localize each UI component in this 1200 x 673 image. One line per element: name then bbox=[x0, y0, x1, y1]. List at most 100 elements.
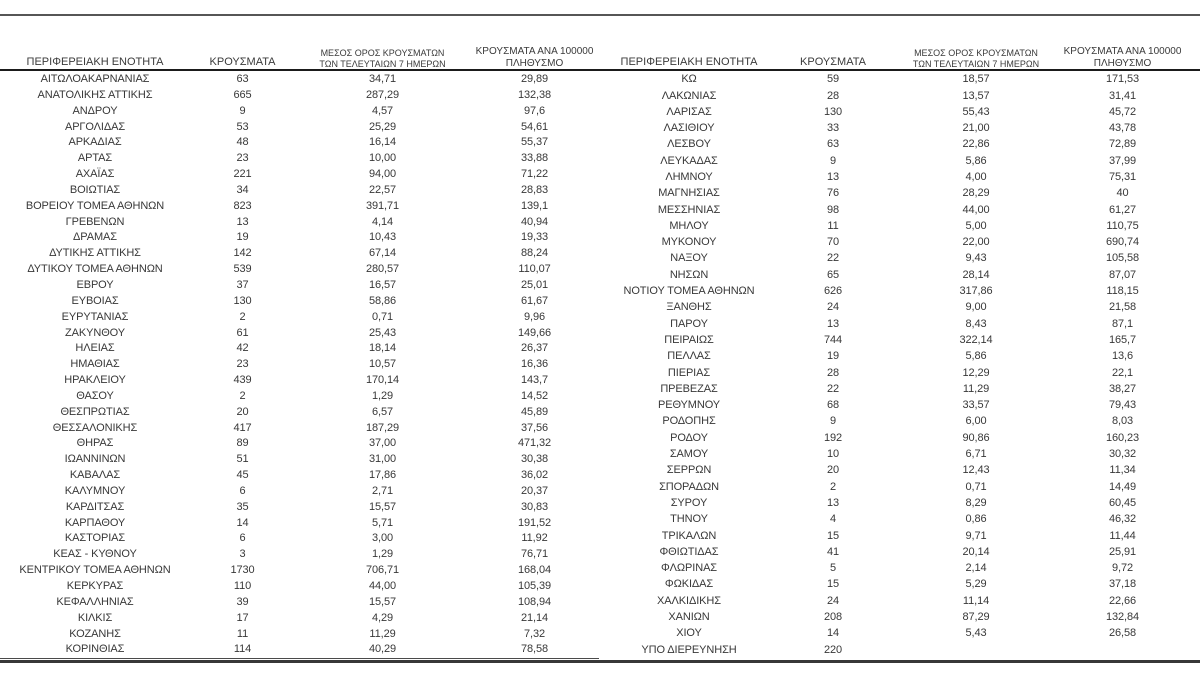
avg-7day-cell: 8,29 bbox=[965, 496, 987, 509]
table-row: ΚΑΡΠΑΘΟΥ 14 5,71 191,52 bbox=[0, 516, 599, 532]
avg-7day-cell: 3,00 bbox=[371, 532, 393, 545]
avg-7day-cell: 34,71 bbox=[368, 73, 397, 85]
cases-cell: 35 bbox=[236, 500, 249, 513]
avg-7day-cell: 5,00 bbox=[965, 219, 987, 232]
region-name-cell: ΑΧΑΪΑΣ bbox=[75, 168, 115, 181]
table-row: ΜΥΚΟΝΟΥ 70 22,00 690,74 bbox=[604, 235, 1185, 251]
regional-cases-table-right: ΠΕΡΙΦΕΡΕΙΑΚΗ ΕΝΟΤΗΤΑ ΚΡΟΥΣΜΑΤΑ ΜΕΣΟΣ ΟΡΟ… bbox=[604, 16, 1185, 659]
cases-per-100k-cell: 26,37 bbox=[520, 342, 549, 355]
table-row: ΑΡΓΟΛΙΔΑΣ 53 25,29 54,61 bbox=[0, 120, 599, 136]
avg-7day-cell: 12,29 bbox=[962, 366, 990, 379]
cases-cell: 17 bbox=[236, 611, 249, 624]
region-name-cell: ΙΩΑΝΝΙΝΩΝ bbox=[64, 453, 126, 466]
avg-7day-cell: 20,14 bbox=[962, 545, 990, 558]
table-row: ΝΗΣΩΝ 65 28,14 87,07 bbox=[604, 268, 1185, 284]
cases-cell: 5 bbox=[829, 562, 837, 575]
cases-per-100k-cell: 72,89 bbox=[1108, 138, 1137, 151]
cases-cell: 6 bbox=[239, 532, 246, 545]
column-header-regional-unit: ΠΕΡΙΦΕΡΕΙΑΚΗ ΕΝΟΤΗΤΑ bbox=[620, 56, 758, 69]
region-name-cell: ΦΩΚΙΔΑΣ bbox=[664, 578, 714, 591]
table-row: ΒΟΡΕΙΟΥ ΤΟΜΕΑ ΑΘΗΝΩΝ 823 391,71 139,1 bbox=[0, 199, 599, 215]
avg-7day-cell: 16,14 bbox=[368, 136, 397, 149]
cases-cell: 439 bbox=[233, 374, 252, 387]
cases-cell: 61 bbox=[236, 326, 249, 339]
column-header-avg-7day: ΜΕΣΟΣ ΟΡΟΣ ΚΡΟΥΣΜΑΤΩΝ ΤΩΝ ΤΕΛΕΥΤΑΙΩΝ 7 Η… bbox=[912, 48, 1040, 69]
table-row: ΕΥΡΥΤΑΝΙΑΣ 2 0,71 9,96 bbox=[0, 310, 599, 326]
avg-7day-cell: 10,43 bbox=[368, 231, 397, 244]
region-name-cell: ΘΕΣΣΑΛΟΝΙΚΗΣ bbox=[52, 421, 138, 434]
column-header-cases-per-100k: ΚΡΟΥΣΜΑΤΑ ΑΝΑ 100000 ΠΛΗΘΥΣΜΟ bbox=[1063, 46, 1182, 69]
avg-7day-cell: 0,71 bbox=[965, 480, 987, 493]
avg-7day-cell: 2,14 bbox=[965, 562, 987, 575]
avg-7day-cell: 0,86 bbox=[965, 513, 987, 526]
table-row: ΣΑΜΟΥ 10 6,71 30,32 bbox=[604, 447, 1185, 463]
avg-7day-cell: 5,86 bbox=[965, 350, 987, 363]
avg-7day-cell: 4,00 bbox=[965, 171, 987, 183]
cases-per-100k-cell: 40 bbox=[1116, 187, 1129, 200]
cases-cell: 19 bbox=[236, 231, 249, 244]
region-name-cell: ΖΑΚΥΝΘΟΥ bbox=[65, 326, 125, 339]
cases-cell: 13 bbox=[236, 215, 249, 228]
cases-cell: 4 bbox=[829, 513, 837, 526]
region-name-cell: ΗΛΕΙΑΣ bbox=[75, 342, 115, 355]
cases-cell: 744 bbox=[823, 333, 843, 346]
cases-per-100k-cell: 191,52 bbox=[517, 516, 552, 529]
cases-per-100k-cell: 21,58 bbox=[1108, 301, 1137, 314]
cases-per-100k-cell: 165,7 bbox=[1108, 333, 1137, 346]
region-name-cell: ΚΑΡΠΑΘΟΥ bbox=[64, 516, 126, 529]
cases-cell: 20 bbox=[236, 405, 249, 418]
cases-per-100k-cell: 110,07 bbox=[518, 263, 551, 276]
cases-per-100k-cell: 143,7 bbox=[520, 374, 549, 387]
avg-7day-cell: 4,29 bbox=[371, 611, 393, 624]
avg-7day-cell: 0,71 bbox=[371, 310, 393, 323]
avg-7day-cell: 44,00 bbox=[962, 203, 990, 216]
table-row: ΞΑΝΘΗΣ 24 9,00 21,58 bbox=[604, 300, 1185, 316]
cases-cell: 37 bbox=[236, 278, 249, 291]
cases-cell: 208 bbox=[823, 611, 843, 624]
cases-cell: 2 bbox=[829, 480, 837, 493]
region-name-cell: ΚΕΦΑΛΛΗΝΙΑΣ bbox=[56, 595, 134, 608]
region-name-cell: ΛΗΜΝΟΥ bbox=[665, 171, 713, 183]
cases-cell: 28 bbox=[826, 366, 840, 379]
bottom-divider-rule bbox=[0, 660, 1200, 663]
cases-per-100k-cell: 20,37 bbox=[520, 484, 549, 497]
region-name-cell: ΛΑΣΙΘΙΟΥ bbox=[663, 122, 715, 135]
avg-7day-cell: 15,57 bbox=[368, 500, 397, 513]
avg-7day-cell bbox=[892, 642, 1060, 659]
region-name-cell: ΠΙΕΡΙΑΣ bbox=[667, 366, 711, 379]
table-row: ΚΟΡΙΝΘΙΑΣ 114 40,29 78,58 bbox=[0, 642, 599, 660]
region-name-cell: ΑΙΤΩΛΟΑΚΑΡΝΑΝΙΑΣ bbox=[40, 73, 150, 85]
region-name-cell: ΜΥΚΟΝΟΥ bbox=[661, 236, 717, 249]
avg-7day-cell: 287,29 bbox=[365, 88, 400, 101]
cases-per-100k-cell: 171,53 bbox=[1105, 73, 1140, 86]
region-name-cell: ΣΕΡΡΩΝ bbox=[666, 464, 712, 477]
region-name-cell: ΒΟΡΕΙΟΥ ΤΟΜΕΑ ΑΘΗΝΩΝ bbox=[25, 199, 165, 212]
cases-cell: 417 bbox=[233, 421, 252, 434]
table-row: ΝΑΞΟΥ 22 9,43 105,58 bbox=[604, 251, 1185, 267]
cases-per-100k-cell: 36,02 bbox=[520, 469, 549, 482]
cases-per-100k-cell: 168,04 bbox=[517, 564, 552, 577]
table-row: ΣΕΡΡΩΝ 20 12,43 11,34 bbox=[604, 463, 1185, 479]
avg-7day-cell: 25,43 bbox=[368, 326, 397, 339]
cases-cell: 41 bbox=[826, 545, 840, 558]
table-row: ΡΕΘΥΜΝΟΥ 68 33,57 79,43 bbox=[604, 398, 1185, 414]
region-name-cell: ΚΑΡΔΙΤΣΑΣ bbox=[65, 500, 125, 513]
table-row: ΕΒΡΟΥ 37 16,57 25,01 bbox=[0, 278, 599, 294]
table-row: ΠΡΕΒΕΖΑΣ 22 11,29 38,27 bbox=[604, 382, 1185, 398]
cases-cell: 15 bbox=[826, 529, 840, 542]
cases-cell: 42 bbox=[236, 342, 249, 355]
cases-cell: 130 bbox=[233, 294, 252, 307]
cases-per-100k-cell: 19,33 bbox=[520, 231, 549, 244]
table-row: ΚΟΖΑΝΗΣ 11 11,29 7,32 bbox=[0, 627, 599, 643]
region-name-cell: ΔΥΤΙΚΟΥ ΤΟΜΕΑ ΑΘΗΝΩΝ bbox=[27, 263, 163, 276]
cases-per-100k-cell: 16,36 bbox=[520, 358, 549, 371]
region-name-cell: ΤΗΝΟΥ bbox=[670, 513, 708, 526]
region-name-cell: ΣΥΡΟΥ bbox=[670, 496, 708, 509]
region-name-cell: ΑΝΔΡΟΥ bbox=[72, 104, 118, 117]
avg-7day-cell: 170,14 bbox=[365, 374, 400, 387]
region-name-cell: ΒΟΙΩΤΙΑΣ bbox=[69, 183, 121, 196]
cases-cell: 53 bbox=[236, 120, 249, 133]
avg-7day-cell: 22,57 bbox=[368, 183, 397, 196]
region-name-cell: ΠΡΕΒΕΖΑΣ bbox=[660, 382, 718, 395]
region-name-cell: ΑΡΓΟΛΙΔΑΣ bbox=[64, 120, 126, 133]
